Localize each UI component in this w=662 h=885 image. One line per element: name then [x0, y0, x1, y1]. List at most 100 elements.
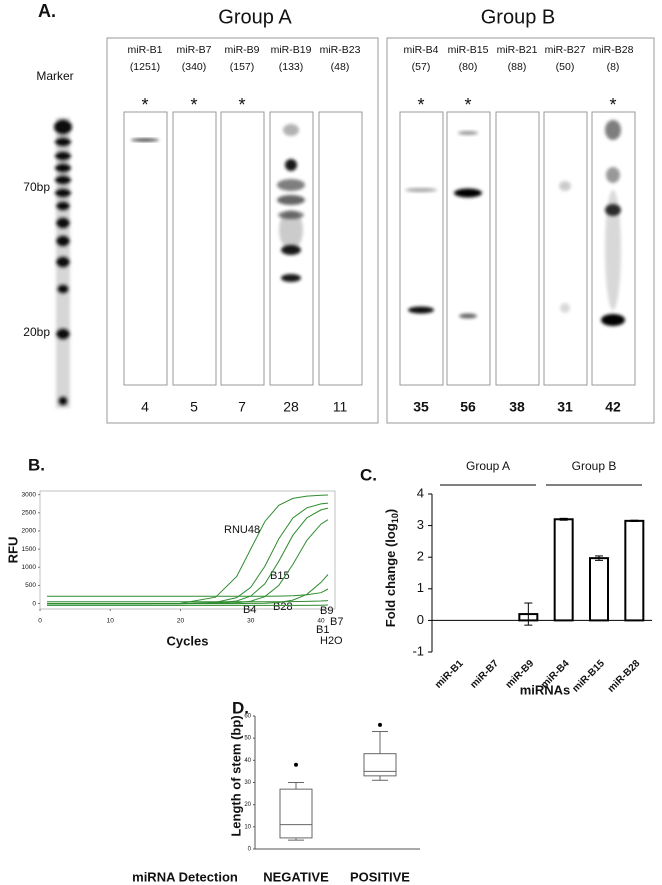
lane-name: miR-B4	[403, 44, 438, 56]
x-tick-label: miR-B7	[468, 658, 501, 691]
gel-band	[131, 138, 159, 142]
y-tick-label: 1	[417, 580, 424, 595]
ladder-band	[58, 396, 68, 406]
gel-band	[279, 210, 303, 250]
lane-number: 38	[509, 399, 525, 415]
lane-count: (133)	[279, 61, 304, 73]
y-tick-label: 2000	[22, 528, 37, 535]
bar	[553, 518, 574, 622]
curve-label: B15	[270, 570, 290, 582]
x-tick-label: miR-B15	[571, 658, 608, 695]
lane-name: miR-B15	[448, 44, 489, 56]
lane-count: (48)	[331, 61, 350, 73]
y-tick-label: 50	[244, 736, 251, 742]
gel-lane	[172, 111, 217, 386]
gel-band	[283, 124, 299, 136]
gel-band	[405, 188, 437, 192]
group-title: Group B	[481, 6, 555, 28]
y-axis-title: RFU	[5, 537, 20, 564]
y-tick-label: 3000	[22, 491, 37, 498]
y-tick-label: 30	[244, 780, 251, 786]
panel-label: A.	[38, 1, 56, 21]
marker-label: Marker	[36, 69, 73, 83]
y-tick-label: 0	[32, 600, 36, 607]
gel-band	[560, 303, 570, 313]
lane-count: (157)	[230, 61, 255, 73]
y-tick-label: 3	[417, 517, 424, 532]
lane-name: miR-B7	[176, 44, 211, 56]
gel-band	[559, 181, 571, 191]
group-label: Group A	[466, 459, 510, 473]
lane-name: miR-B19	[271, 44, 312, 56]
gel-band	[605, 120, 621, 140]
y-axis-title-part: Fold change (log	[383, 523, 398, 627]
lane-number: 11	[333, 399, 348, 415]
outlier	[378, 722, 382, 727]
bar	[589, 557, 609, 622]
gel-band	[285, 159, 297, 171]
ladder-band	[55, 137, 71, 147]
x-tick-label: 20	[177, 618, 185, 625]
lane-name: miR-B21	[497, 44, 538, 56]
ladder-band	[56, 201, 70, 211]
y-tick-label: -1	[412, 643, 424, 658]
y-tick-label: 1500	[22, 546, 37, 553]
size-label: 70bp	[23, 180, 50, 194]
ladder-band	[56, 235, 70, 247]
marker-ladder	[54, 118, 72, 408]
lane-name: miR-B1	[127, 44, 162, 56]
x-tick-label: 0	[38, 618, 42, 625]
group-frame	[386, 37, 655, 424]
ladder-band	[57, 284, 69, 294]
lane-count: (57)	[412, 61, 431, 73]
curve-label: RNU48	[224, 524, 260, 536]
gel-band	[605, 190, 621, 310]
x-tick-label: miR-B28	[606, 658, 643, 695]
lane-number: 7	[238, 399, 246, 415]
gel-band	[408, 306, 434, 314]
x-tick-label: POSITIVE	[350, 869, 410, 884]
ladder-band	[56, 328, 70, 340]
curve-label: H2O	[320, 635, 343, 647]
group-title: Group A	[218, 6, 292, 28]
lane-star: *	[609, 95, 616, 115]
gel-band	[458, 131, 478, 135]
gel-band	[277, 195, 305, 205]
ladder-band	[55, 188, 71, 198]
curve-label: B7	[330, 616, 343, 628]
lane-number: 56	[460, 399, 476, 415]
plot-frame	[39, 490, 336, 610]
ladder-band	[56, 256, 70, 268]
group-frame	[106, 37, 379, 424]
x-tick-label: 30	[247, 618, 255, 625]
ladder-band	[55, 175, 71, 185]
curve	[47, 502, 329, 605]
lane-number: 42	[605, 399, 621, 415]
lane-name: miR-B9	[224, 44, 259, 56]
gel-band	[459, 313, 477, 319]
curve-label: B4	[243, 604, 256, 616]
gel-band	[277, 179, 305, 191]
y-axis-title-part: )	[383, 509, 398, 513]
x-axis-title: Cycles	[167, 633, 209, 648]
gel-lane	[123, 111, 168, 386]
y-axis-title-part: 10	[390, 513, 400, 523]
y-tick-label: 0	[248, 847, 252, 853]
x-axis-title: miRNAs	[520, 682, 571, 697]
y-tick-label: 10	[244, 824, 251, 830]
ladder-band	[56, 217, 70, 229]
gel-lane	[318, 111, 363, 386]
curve	[47, 588, 329, 597]
gel-lane	[495, 111, 540, 386]
x-axis-title: miRNA Detection	[132, 869, 238, 884]
gel-lane	[399, 111, 444, 386]
lane-number: 4	[141, 399, 149, 415]
lane-count: (340)	[182, 61, 207, 73]
gel-lane	[220, 111, 265, 386]
curve-label: B1	[316, 624, 329, 636]
box	[363, 753, 397, 777]
lane-count: (8)	[607, 61, 620, 73]
panel-label: C.	[360, 465, 377, 484]
ladder-band	[54, 119, 72, 135]
